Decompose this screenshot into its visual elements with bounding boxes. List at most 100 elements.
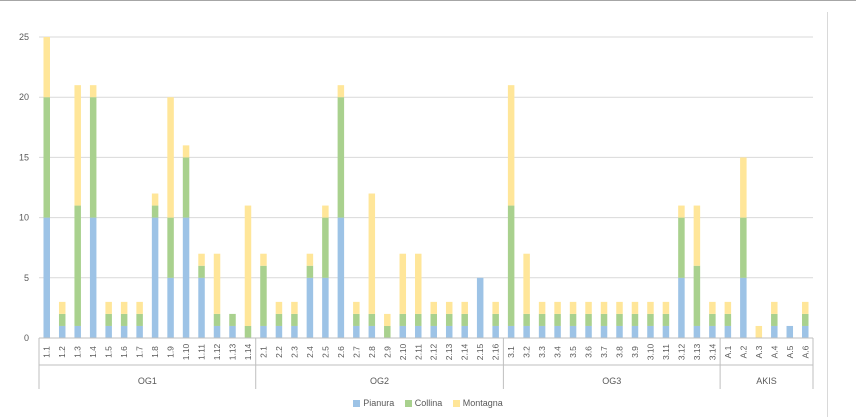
bar-segment-collina bbox=[415, 313, 422, 326]
bar-segment-montagna bbox=[322, 205, 329, 218]
x-tick-label: 2.14 bbox=[460, 343, 470, 360]
x-axis: 1.1 1.2 1.3 1.4 1.5 1.6 1.7 1.8 1.9 1.10 1.11 1.12 1… bbox=[38, 337, 814, 389]
x-tick-label: 1.8 bbox=[150, 346, 160, 358]
x-tick-label: 3.14 bbox=[707, 343, 717, 360]
bar-segment-collina bbox=[353, 313, 360, 326]
bar-segment-collina bbox=[445, 313, 453, 326]
bar-segment-montagna bbox=[58, 301, 66, 314]
bar-segment-collina bbox=[523, 313, 530, 326]
x-tick-label: 3.10 bbox=[645, 343, 655, 360]
x-tick-label: 3.6 bbox=[584, 346, 594, 358]
bar-segment-montagna bbox=[89, 85, 97, 98]
x-tick-label: 2.1 bbox=[258, 346, 268, 358]
bar-segment-montagna bbox=[151, 193, 159, 206]
bar-segment-montagna bbox=[724, 301, 732, 314]
bar-segment-pianura bbox=[415, 325, 422, 338]
x-tick-label: 2.8 bbox=[367, 346, 377, 358]
bar-segment-montagna bbox=[167, 97, 174, 218]
bar-segment-pianura bbox=[275, 325, 283, 338]
x-tick-label: 3.1 bbox=[506, 346, 516, 358]
bar-segment-pianura bbox=[507, 325, 515, 338]
bar-segment-montagna bbox=[802, 301, 809, 314]
bar-segment-collina bbox=[74, 205, 81, 326]
x-tick-label: 1.4 bbox=[88, 346, 98, 358]
bar-segment-montagna bbox=[291, 301, 298, 314]
x-tick-label: 2.10 bbox=[398, 343, 408, 360]
legend-item-collina: Collina bbox=[404, 398, 442, 408]
legend-swatch bbox=[353, 400, 361, 407]
bar-segment-collina bbox=[631, 313, 639, 326]
bar-segment-pianura bbox=[693, 325, 701, 338]
bar-segment-pianura bbox=[600, 325, 608, 338]
bar-segment-montagna bbox=[600, 301, 608, 314]
y-tick-label: 0 bbox=[24, 333, 29, 343]
x-tick-label: 3.11 bbox=[661, 344, 671, 360]
bar-segment-montagna bbox=[523, 253, 530, 314]
x-tick-label: 1.3 bbox=[73, 346, 83, 358]
bar-segment-collina bbox=[260, 265, 267, 326]
x-tick-label: 3.9 bbox=[630, 346, 640, 358]
bar-segment-pianura bbox=[461, 325, 468, 338]
bar-segment-collina bbox=[616, 313, 623, 326]
bar-segment-pianura bbox=[74, 325, 81, 338]
bar-segment-collina bbox=[802, 313, 809, 326]
x-tick-label: 1.13 bbox=[228, 343, 238, 360]
bar-segment-montagna bbox=[182, 145, 190, 158]
group-label: OG2 bbox=[370, 376, 389, 386]
bar-segment-pianura bbox=[786, 325, 794, 338]
bar-segment-montagna bbox=[415, 253, 422, 314]
bar-segment-pianura bbox=[120, 325, 128, 338]
bar-segment-montagna bbox=[353, 301, 360, 314]
x-tick-label: A.1 bbox=[723, 345, 733, 358]
group-label: OG1 bbox=[138, 376, 157, 386]
bar-segment-collina bbox=[724, 313, 732, 326]
y-tick-label: 15 bbox=[19, 152, 29, 162]
bar-segment-pianura bbox=[631, 325, 639, 338]
bar-segment-pianura bbox=[647, 325, 654, 338]
bar-segment-pianura bbox=[167, 277, 174, 338]
bar-segment-collina bbox=[585, 313, 592, 326]
bar-segment-pianura bbox=[492, 325, 499, 338]
bar-segment-montagna bbox=[755, 325, 763, 338]
bar-segment-collina bbox=[213, 313, 221, 326]
bar-segment-pianura bbox=[585, 325, 592, 338]
bar-segment-pianura bbox=[771, 325, 778, 338]
bar-segment-collina bbox=[662, 313, 670, 326]
legend-swatch bbox=[452, 400, 460, 407]
x-tick-label: 3.13 bbox=[692, 343, 702, 360]
bar-segment-montagna bbox=[569, 301, 577, 314]
x-tick-label: 2.15 bbox=[475, 343, 485, 360]
x-tick-label: 3.5 bbox=[568, 346, 578, 358]
group-label: AKIS bbox=[756, 376, 777, 386]
bar-segment-collina bbox=[709, 313, 716, 326]
bar-segment-pianura bbox=[445, 325, 453, 338]
bar-segment-pianura bbox=[368, 325, 376, 338]
x-tick-label: A.3 bbox=[754, 345, 764, 358]
bar-segment-collina bbox=[430, 313, 437, 326]
x-tick-label: 1.6 bbox=[119, 346, 129, 358]
x-tick-label: 2.9 bbox=[382, 346, 392, 358]
bar-segment-montagna bbox=[461, 301, 468, 314]
bar-segment-collina bbox=[693, 265, 701, 326]
legend-label: Montagna bbox=[462, 398, 503, 408]
bar-segment-collina bbox=[337, 97, 345, 218]
bar-segment-montagna bbox=[662, 301, 670, 314]
bar-segment-pianura bbox=[678, 277, 685, 338]
bar-segment-montagna bbox=[538, 301, 546, 314]
bar-segment-montagna bbox=[709, 301, 716, 314]
bar-segment-pianura bbox=[136, 325, 143, 338]
bar-segment-collina bbox=[600, 313, 608, 326]
bar-segment-montagna bbox=[384, 313, 391, 326]
y-tick-label: 25 bbox=[19, 32, 29, 42]
bar-segment-collina bbox=[136, 313, 143, 326]
x-tick-label: 3.3 bbox=[537, 346, 547, 358]
x-tick-label: 1.12 bbox=[212, 343, 222, 360]
bar-segment-montagna bbox=[74, 85, 81, 206]
bar-segment-pianura bbox=[260, 325, 267, 338]
x-tick-label: 2.12 bbox=[429, 343, 439, 360]
bar-segment-collina bbox=[291, 313, 298, 326]
x-tick-label: 2.13 bbox=[444, 343, 454, 360]
bar-segment-montagna bbox=[43, 37, 50, 98]
x-tick-label: A.6 bbox=[800, 345, 810, 358]
y-tick-label: 5 bbox=[24, 273, 29, 283]
